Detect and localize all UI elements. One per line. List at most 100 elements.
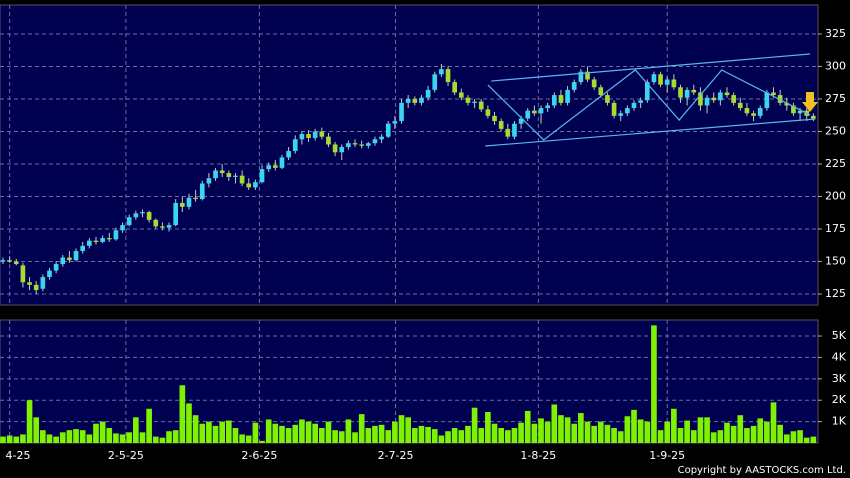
candle-body (551, 95, 557, 106)
volume-bar (750, 425, 757, 443)
volume-bar (113, 433, 119, 443)
candle-body (299, 134, 305, 140)
candle-body (644, 82, 650, 101)
volume-bar (0, 436, 6, 443)
candle-body (704, 97, 710, 106)
candle-body (392, 121, 398, 124)
candle-body (140, 212, 145, 214)
candle-body (219, 170, 225, 174)
volume-bar (730, 425, 737, 443)
volume-bar (159, 437, 166, 443)
candle-body (545, 105, 550, 109)
candle-body (631, 102, 637, 109)
candle-body (432, 74, 438, 90)
candle-body (120, 225, 125, 231)
y-tick-label: 175 (825, 222, 846, 235)
volume-bar (239, 434, 245, 443)
volume-bar (445, 431, 451, 443)
volume-bar (710, 432, 717, 443)
y-tick-label: 4K (832, 350, 847, 363)
candle-body (638, 100, 643, 103)
volume-bar (405, 417, 411, 443)
y-tick-label: 225 (825, 157, 846, 170)
volume-bar (146, 408, 152, 443)
candle-body (439, 69, 444, 75)
volume-bar (611, 428, 617, 443)
volume-bar (6, 435, 13, 443)
candle-body (253, 182, 258, 188)
volume-bar (285, 428, 292, 443)
y-tick-label: 1K (832, 415, 847, 428)
volume-bar (777, 424, 783, 443)
volume-bar (617, 431, 624, 443)
volume-bar (398, 415, 405, 443)
candle-body (405, 98, 411, 103)
volume-bar (538, 418, 544, 443)
volume-bar (106, 428, 113, 443)
volume-bar (664, 421, 671, 443)
candle-body (40, 277, 46, 289)
volume-bar (471, 407, 478, 443)
candle-body (419, 97, 424, 103)
volume-bar (152, 436, 159, 443)
volume-bar (119, 434, 126, 443)
volume-bar (671, 408, 677, 443)
volume-bar (591, 425, 597, 443)
volume-bar (53, 436, 59, 443)
x-tick-label: 4-25 (6, 449, 31, 462)
volume-bar (544, 421, 551, 443)
candle-body (445, 69, 451, 83)
candle-body (618, 113, 624, 116)
volume-bar (93, 423, 99, 443)
candle-body (133, 213, 139, 218)
volume-bar (20, 434, 26, 443)
volume-bar (245, 435, 252, 443)
candle-body (611, 102, 617, 116)
volume-bar (338, 431, 345, 443)
candle-body (458, 92, 464, 98)
volume-bar (558, 415, 564, 443)
volume-bar (737, 415, 744, 443)
candle-body (359, 144, 364, 146)
candle-body (532, 110, 537, 114)
candle-body (578, 71, 584, 83)
volume-bar (99, 421, 106, 443)
volume-bar (724, 422, 730, 443)
candle-body (80, 245, 86, 252)
volume-bar (299, 419, 305, 443)
candle-body (292, 139, 298, 151)
candle-body (718, 92, 723, 101)
candle-body (472, 101, 477, 103)
candle-body (306, 134, 311, 138)
volume-bar (498, 428, 504, 443)
volume-bar (252, 422, 259, 443)
volume-bar (219, 421, 226, 443)
candle-body (591, 79, 597, 88)
candle-body (332, 144, 338, 153)
candle-body (213, 170, 218, 179)
candle-body (239, 175, 245, 184)
volume-bar (385, 430, 392, 443)
candle-body (352, 143, 358, 145)
volume-bar (179, 385, 186, 443)
candle-body (379, 136, 384, 140)
trend-line (491, 53, 811, 82)
candle-body (385, 123, 391, 137)
candle-body (791, 105, 796, 114)
volume-bar (578, 413, 584, 443)
candle-body (27, 282, 32, 285)
volume-bar (803, 437, 810, 443)
volume-bar (604, 424, 611, 443)
volume-bar (66, 430, 73, 443)
candle-body (811, 115, 816, 119)
price-panel (0, 4, 819, 306)
candle-body (512, 123, 517, 137)
candle-body (266, 165, 272, 170)
candle-body (233, 175, 238, 177)
volume-bar (478, 428, 485, 443)
candle-body (372, 139, 378, 144)
x-tick-label: 2-5-25 (108, 449, 144, 462)
volume-bar (126, 432, 133, 443)
volume-bar (491, 423, 498, 443)
